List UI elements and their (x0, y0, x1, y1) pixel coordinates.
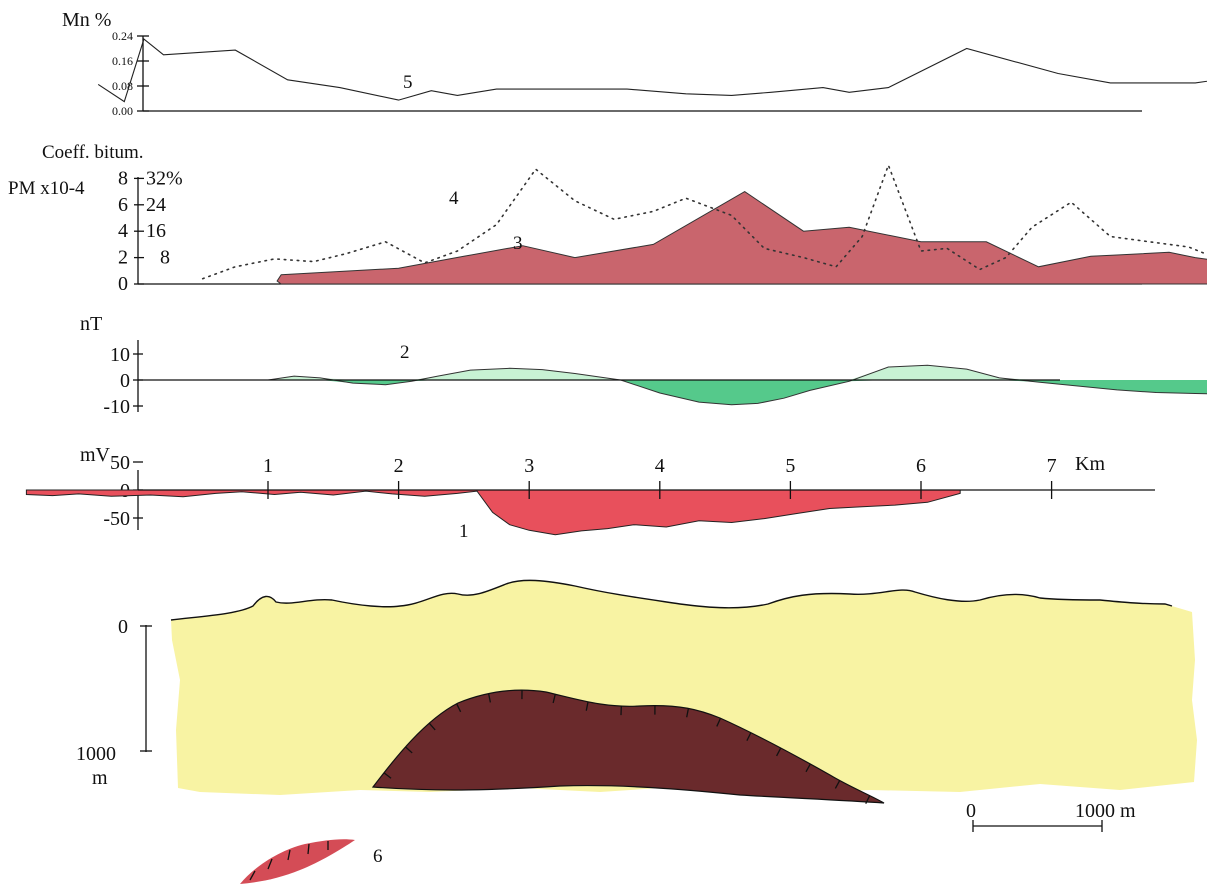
bitumen-title: Coeff. bitum. (42, 142, 144, 163)
magnetic-tick-label: 0 (120, 370, 130, 392)
mn-tick-label: 0.16 (112, 54, 133, 68)
km-tick-label: 3 (524, 455, 534, 477)
magnetic-tick-label: -10 (103, 396, 130, 418)
bitumen-panel: Coeff. bitum. PM x10-4 8 32%6 244 162 80 4 3 (8, 142, 1207, 295)
section-panel: 0 1000 m (76, 579, 1197, 804)
magnetic-series-line-2 (267, 364, 1207, 406)
bitumen-left-tick-label: 6 (118, 194, 128, 216)
body-contact-tick (487, 693, 492, 703)
body-contact-tick (805, 763, 811, 773)
sp-tick-label: 50 (110, 452, 130, 474)
bitumen-left-tick-label: 4 (118, 220, 128, 242)
km-tick-label: 1 (263, 455, 273, 477)
curve-label-3: 3 (513, 233, 523, 254)
depth-unit-label: m (92, 767, 108, 789)
body-contact-tick (405, 746, 413, 754)
magnetic-tick-label: 10 (110, 344, 130, 366)
legend-label-6: 6 (373, 846, 383, 867)
body-contact-tick (716, 717, 722, 727)
mn-tick-label: 0.24 (112, 29, 133, 43)
sp-axis-label: mV (80, 444, 111, 466)
scale-bar-end-label: 1000 m (1075, 800, 1136, 822)
magnetic-y-ticks: 10 0 -10 (103, 344, 143, 418)
curve-label-4: 4 (449, 188, 459, 209)
bitumen-area-series-3 (276, 191, 1207, 285)
bitumen-left-tick-label: 8 (118, 167, 128, 189)
magnetic-positive-area (268, 365, 1207, 380)
mn-panel: Mn % 0.24 0.16 0.08 0.00 5 (62, 9, 1207, 118)
body-contact-tick (834, 780, 841, 789)
bitumen-y-ticks: 8 32%6 244 162 80 (118, 167, 183, 295)
body-contact-tick (428, 722, 436, 731)
km-tick-label: 4 (655, 455, 665, 477)
sp-tick-label: -50 (103, 508, 130, 530)
bitumen-right-tick-label: 16 (146, 220, 166, 242)
sp-area-series-1 (25, 489, 961, 536)
km-axis-label: Km (1075, 453, 1105, 475)
mn-tick-label: 0.00 (112, 104, 133, 118)
mn-tick-label: 0.08 (112, 79, 133, 93)
body-contact-tick (456, 703, 462, 713)
body-contact-tick (552, 694, 556, 704)
km-tick-label: 7 (1047, 455, 1057, 477)
magnetic-negative-area (268, 380, 1207, 405)
km-tick-label: 5 (785, 455, 795, 477)
km-tick-label: 6 (916, 455, 926, 477)
km-tick-label: 2 (394, 455, 404, 477)
body-contact-tick (383, 772, 392, 779)
scale-bar: 0 1000 m (966, 800, 1136, 832)
body-contact-ticks (383, 690, 871, 804)
mn-series-line (97, 38, 1207, 103)
body-contact-tick (865, 795, 871, 804)
curve-label-5: 5 (403, 72, 413, 93)
body-contact-tick (746, 732, 752, 741)
curve-label-1: 1 (459, 521, 469, 542)
bitumen-left-tick-label: 0 (118, 273, 128, 295)
legend-swatch-ticks (249, 841, 329, 881)
bitumen-dotted-series-4 (201, 162, 1207, 280)
legend-item-6: 6 (240, 839, 383, 884)
bitumen-right-tick-label: 32% (146, 167, 183, 189)
magnetic-axis-label: nT (80, 313, 102, 335)
depth-label-0: 0 (118, 616, 128, 638)
bitumen-axis-label: PM x10-4 (8, 178, 85, 199)
bitumen-left-tick-label: 2 (118, 247, 128, 269)
surface-topography-line (170, 579, 1173, 621)
magnetic-panel: nT 10 0 -10 2 (80, 313, 1207, 418)
legend-swatch-6 (240, 839, 355, 884)
depth-label-1000: 1000 (76, 743, 116, 765)
body-contact-tick (686, 708, 690, 718)
mn-axis-label: Mn % (62, 9, 111, 31)
body-contact-tick (585, 701, 589, 711)
km-x-ticks: 1 2 3 4 5 6 7 (263, 455, 1057, 499)
body-contact-tick (776, 747, 782, 757)
curve-label-2: 2 (400, 342, 410, 363)
bitumen-right-tick-label: 8 (160, 247, 170, 269)
scale-bar-start-label: 0 (966, 800, 976, 822)
bitumen-right-tick-label: 24 (146, 194, 166, 216)
